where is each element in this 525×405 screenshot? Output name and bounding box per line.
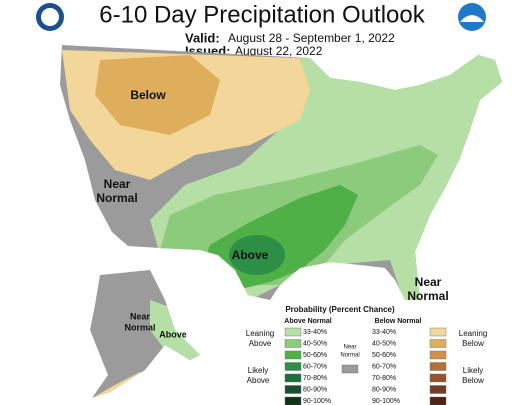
below-swatch [429, 385, 447, 394]
above-range: 50-60% [303, 352, 327, 359]
near-normal-label: Normal [340, 353, 359, 359]
likely-below-label: Below [462, 376, 484, 385]
map-label: Below [130, 88, 166, 102]
below-swatch [429, 362, 447, 371]
map-label: Near [415, 275, 442, 289]
above-range: 40-50% [303, 340, 327, 347]
map-label: Near [130, 311, 151, 321]
below-swatch [429, 396, 447, 405]
map-label: Near [104, 177, 131, 191]
map-label: Above [232, 248, 269, 262]
below-range: 50-60% [372, 352, 396, 359]
near-normal-label: Near [343, 345, 356, 351]
leaning-below-label: Leaning [459, 329, 487, 338]
leaning-above-label: Above [249, 339, 272, 348]
map-label: Normal [96, 191, 137, 205]
map-label: Above [159, 329, 187, 339]
below-range: 33-40% [372, 329, 396, 336]
legend-title: Probability (Percent Chance) [285, 305, 395, 314]
above-range: 33-40% [303, 329, 327, 336]
likely-below-label: Likely [463, 366, 483, 375]
map-labels: BelowNearNormalAboveNearNormalNearNormal… [96, 88, 448, 339]
title: 6-10 Day Precipitation Outlook [99, 1, 426, 28]
below-range: 90-100% [372, 398, 400, 405]
above-swatch [284, 350, 302, 360]
below-range: 60-70% [372, 363, 396, 370]
leaning-below-label: Below [462, 339, 484, 348]
doc-logo-inner [41, 8, 59, 26]
below-40-area [95, 55, 220, 135]
below-header: Below Normal [375, 318, 422, 325]
below-swatch [429, 350, 447, 360]
ak-near-normal-area [90, 270, 200, 398]
leaning-above-label: Leaning [246, 329, 274, 338]
near-swatch [341, 364, 359, 374]
alaska [90, 270, 200, 398]
likely-above-label: Likely [248, 366, 268, 375]
above-swatch [284, 385, 302, 394]
above-swatch [284, 373, 302, 383]
below-range: 70-80% [372, 375, 396, 382]
legend: 33-40% 40-50% 50-60% 60-70% 70-80% 80-90% 90-1… [246, 327, 487, 405]
above-60-area [229, 235, 285, 275]
above-swatch [284, 396, 302, 405]
map-label: Normal [124, 322, 155, 332]
above-range: 70-80% [303, 375, 327, 382]
valid-dates: August 28 - September 1, 2022 [228, 31, 395, 45]
above-range: 90-100% [303, 398, 331, 405]
above-swatch [284, 362, 302, 371]
below-range: 80-90% [372, 386, 396, 393]
below-range: 40-50% [372, 340, 396, 347]
below-swatch [429, 327, 447, 337]
above-range: 60-70% [303, 363, 327, 370]
likely-above-label: Above [247, 376, 270, 385]
valid-label: Valid: [185, 30, 220, 45]
map-label: Normal [407, 289, 448, 303]
below-swatch [429, 339, 447, 348]
above-header: Above Normal [284, 318, 332, 325]
above-range: 80-90% [303, 386, 327, 393]
issued-date: August 22, 2022 [235, 44, 323, 58]
above-swatch [284, 339, 302, 348]
below-swatch [429, 373, 447, 383]
above-swatch [284, 327, 302, 337]
noaa-logo-bird [460, 15, 484, 22]
